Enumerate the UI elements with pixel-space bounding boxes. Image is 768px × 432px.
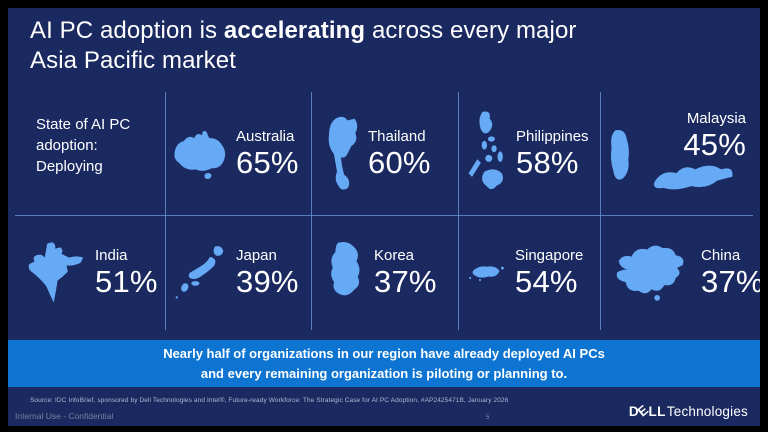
india-map-icon bbox=[28, 241, 84, 302]
australia-map-icon bbox=[174, 130, 226, 179]
classification-label: Internal Use - Confidential bbox=[15, 411, 114, 421]
slide-canvas: AI PC adoption is accelerating across ev… bbox=[8, 8, 760, 426]
market-cell-thailand: Thailand 60% bbox=[321, 92, 458, 215]
page-title: AI PC adoption is accelerating across ev… bbox=[30, 16, 690, 77]
grid-divider-vertical bbox=[165, 92, 166, 330]
dell-wordmark: D E LL bbox=[628, 402, 666, 420]
market-value: 37% bbox=[374, 263, 437, 299]
title-post: across every major bbox=[365, 17, 577, 44]
page-number: 5 bbox=[486, 415, 490, 421]
market-cell-japan: Japan 39% bbox=[171, 215, 311, 330]
market-value: 37% bbox=[701, 263, 760, 299]
metric-label: State of AI PC adoption: Deploying bbox=[36, 116, 131, 175]
japan-map-icon bbox=[175, 245, 224, 299]
dell-letter-d: D bbox=[628, 404, 640, 419]
malaysia-map-icon bbox=[610, 130, 733, 190]
market-name: Malaysia bbox=[686, 110, 746, 127]
philippines-map-icon bbox=[468, 110, 503, 189]
market-value: 60% bbox=[368, 144, 431, 180]
market-value: 58% bbox=[516, 144, 579, 180]
singapore-map-icon bbox=[469, 265, 504, 281]
summary-banner: Nearly half of organizations in our regi… bbox=[8, 340, 760, 387]
market-name: Korea bbox=[374, 246, 415, 264]
market-value: 45% bbox=[683, 127, 746, 162]
market-name: Thailand bbox=[368, 127, 426, 145]
market-cell-philippines: Philippines 58% bbox=[465, 92, 600, 215]
banner-line1: Nearly half of organizations in our regi… bbox=[163, 346, 605, 361]
grid-divider-horizontal bbox=[15, 215, 753, 216]
market-cell-australia: Australia 65% bbox=[171, 92, 311, 215]
market-cell-korea: Korea 37% bbox=[321, 215, 458, 330]
title-pre: AI PC adoption is bbox=[30, 17, 224, 44]
grid-divider-vertical bbox=[311, 92, 312, 330]
market-cell-malaysia: Malaysia 45% bbox=[600, 92, 760, 215]
market-value: 65% bbox=[236, 144, 299, 180]
market-name: Australia bbox=[236, 127, 295, 145]
technologies-wordmark: Technologies bbox=[666, 404, 748, 419]
market-value: 39% bbox=[236, 263, 299, 299]
dell-letters-ll: LL bbox=[648, 404, 666, 419]
market-value: 51% bbox=[95, 263, 158, 299]
title-line2: Asia Pacific market bbox=[30, 47, 236, 75]
grid-divider-vertical bbox=[458, 92, 459, 330]
market-name: China bbox=[701, 246, 741, 264]
market-name: Japan bbox=[236, 246, 277, 264]
dell-technologies-logo: D E LL Technologies bbox=[628, 402, 748, 420]
source-citation: Source: IDC InfoBrief, sponsored by Dell… bbox=[30, 397, 509, 404]
banner-line2: and every remaining organization is pilo… bbox=[200, 365, 568, 381]
china-map-icon bbox=[616, 245, 684, 301]
market-value: 54% bbox=[515, 263, 578, 299]
title-bold: accelerating bbox=[223, 17, 366, 44]
market-cell-singapore: Singapore 54% bbox=[466, 215, 600, 330]
korea-map-icon bbox=[331, 241, 360, 295]
thailand-map-icon bbox=[328, 116, 358, 190]
market-cell-india: India 51% bbox=[22, 215, 165, 330]
grid-divider-vertical bbox=[600, 92, 601, 330]
market-name: Singapore bbox=[515, 246, 584, 264]
market-name: Philippines bbox=[516, 127, 589, 145]
market-name: India bbox=[95, 246, 128, 264]
market-cell-china: China 37% bbox=[606, 215, 760, 330]
